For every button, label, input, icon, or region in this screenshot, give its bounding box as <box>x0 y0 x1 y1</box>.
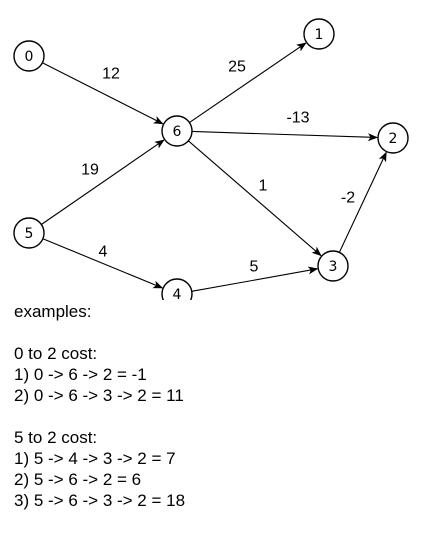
edge-weight-6-to-2: -13 <box>286 110 309 127</box>
node-5: 5 <box>13 217 45 249</box>
node-label: 3 <box>329 259 338 275</box>
edge-weight-6-to-1: 25 <box>228 59 246 76</box>
node-circle <box>13 40 45 72</box>
edge-5-to-6 <box>41 139 165 225</box>
node-label: 6 <box>173 124 182 140</box>
edge-weight-4-to-3: 5 <box>250 259 259 276</box>
node-circle <box>13 217 45 249</box>
examples-heading: examples: <box>14 302 92 321</box>
edge-6-to-2 <box>191 130 379 142</box>
blank-line <box>14 406 185 427</box>
graph-edges: 12 25 -13 19 1 -2 4 5 <box>41 42 387 292</box>
edge-4-to-3 <box>191 266 319 292</box>
edge-weight-0-to-6: 12 <box>102 66 120 83</box>
edge-weight-5-to-4: 4 <box>99 244 108 261</box>
section-a-title: 0 to 2 cost: <box>14 344 98 363</box>
node-label: 2 <box>389 131 398 147</box>
node-1: 1 <box>303 18 335 50</box>
section-b-path: 3) 5 -> 6 -> 3 -> 2 = 18 <box>14 491 186 510</box>
edge-weight-3-to-2: -2 <box>341 190 355 207</box>
section-a-path: 2) 0 -> 6 -> 3 -> 2 = 11 <box>14 386 184 405</box>
section-b-title: 5 to 2 cost: <box>14 428 98 447</box>
node-circle <box>317 250 349 282</box>
edge-weight-6-to-3: 1 <box>259 178 268 195</box>
edge-weight-5-to-6: 19 <box>81 162 99 179</box>
section-b-path: 2) 5 -> 6 -> 2 = 6 <box>14 470 142 489</box>
node-label: 5 <box>25 226 34 242</box>
node-label: 1 <box>315 27 324 43</box>
edge-0-to-6 <box>42 62 164 125</box>
section-b-path: 1) 5 -> 4 -> 3 -> 2 = 7 <box>14 449 176 468</box>
node-label: 4 <box>173 287 182 300</box>
node-2: 2 <box>377 122 409 154</box>
node-circle <box>377 122 409 154</box>
node-label: 0 <box>25 49 34 65</box>
node-6: 6 <box>161 115 193 147</box>
examples-text: examples: 0 to 2 cost: 1) 0 -> 6 -> 2 = … <box>14 301 185 511</box>
node-4: 4 <box>161 278 193 300</box>
node-circle <box>303 18 335 50</box>
edge-6-to-1 <box>189 42 307 123</box>
edge-6-to-3 <box>187 140 322 257</box>
edge-3-to-2 <box>338 151 387 253</box>
node-3: 3 <box>317 250 349 282</box>
node-0: 0 <box>13 40 45 72</box>
edge-5-to-4 <box>42 238 164 289</box>
node-circle <box>161 278 193 300</box>
blank-line <box>14 322 185 343</box>
section-a-path: 1) 0 -> 6 -> 2 = -1 <box>14 365 147 384</box>
node-circle <box>161 115 193 147</box>
